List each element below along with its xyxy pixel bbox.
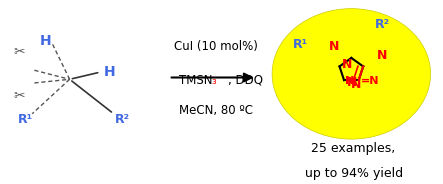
Text: 25 examples,: 25 examples, [311,142,396,155]
Text: H: H [103,65,115,79]
Text: =N: =N [361,76,379,86]
Text: up to 94% yield: up to 94% yield [304,167,403,180]
Text: CuI (10 mol%): CuI (10 mol%) [174,40,258,53]
Text: R²: R² [375,18,390,31]
Ellipse shape [272,9,431,139]
Text: MeCN, 80 ºC: MeCN, 80 ºC [179,104,253,117]
Text: TMSN: TMSN [179,74,213,87]
Text: N: N [377,49,387,62]
Text: ✂: ✂ [13,45,25,59]
Text: R¹: R¹ [18,113,33,126]
Text: N: N [347,76,357,89]
Text: N: N [342,59,353,72]
Text: R²: R² [115,113,130,126]
Text: N: N [329,40,339,53]
Text: , DDQ: , DDQ [228,74,263,87]
Text: ✂: ✂ [13,89,25,103]
Text: ₃: ₃ [212,74,217,87]
Text: N: N [351,78,361,91]
Text: H: H [39,34,51,48]
Text: R¹: R¹ [293,38,308,51]
Text: N: N [345,76,354,86]
